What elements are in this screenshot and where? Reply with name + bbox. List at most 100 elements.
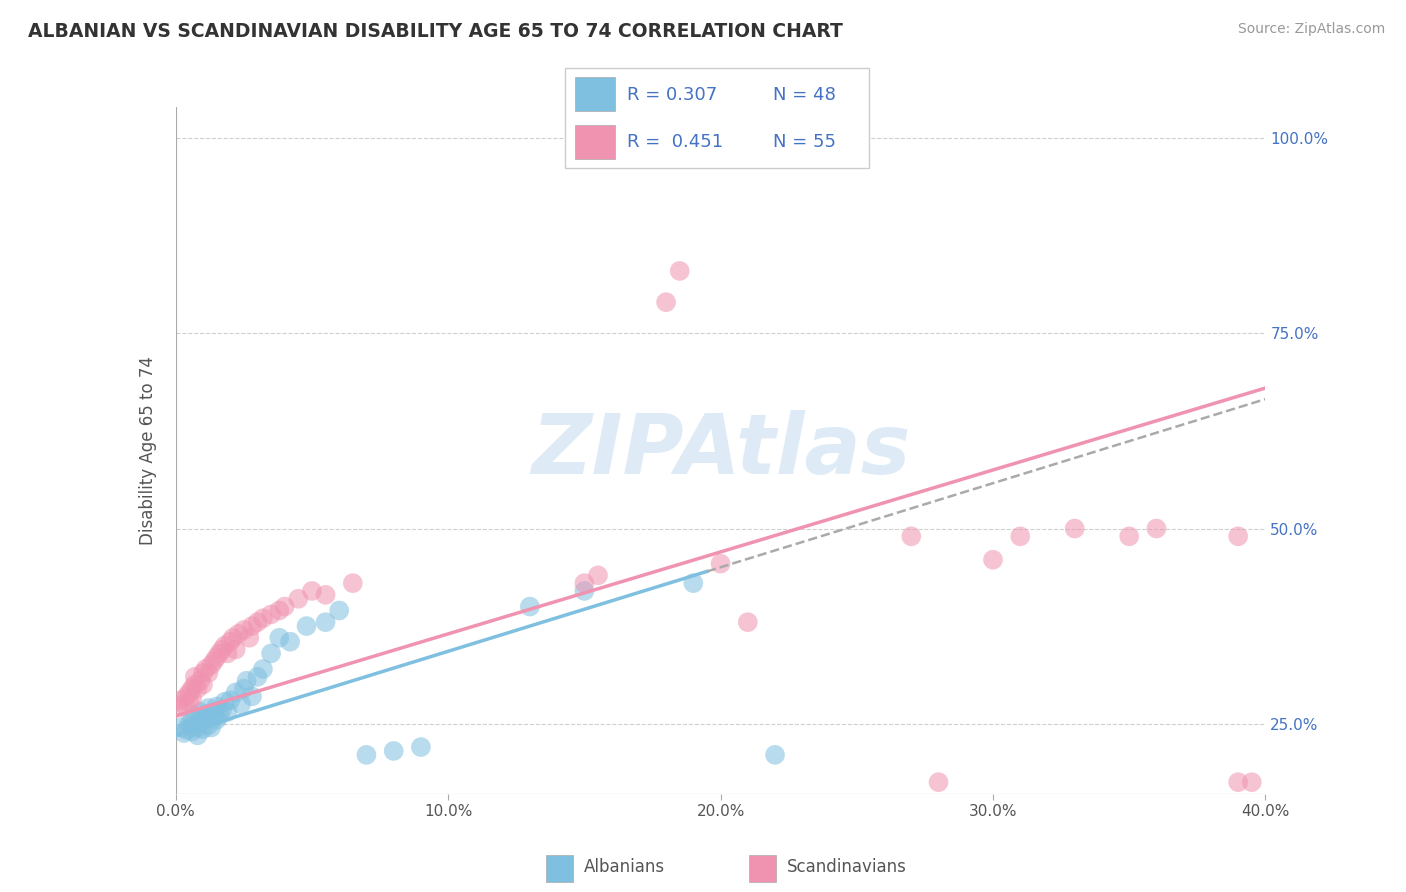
Point: [278, 634, 301, 648]
Text: N = 55: N = 55: [773, 133, 835, 151]
Point: [586, 568, 609, 582]
Point: [269, 631, 291, 645]
Point: [668, 264, 690, 278]
Point: [295, 619, 318, 633]
Point: [232, 681, 254, 696]
Point: [981, 552, 1004, 567]
Point: [188, 715, 211, 730]
Point: [928, 775, 950, 789]
Point: [356, 747, 378, 762]
Point: [200, 721, 222, 735]
Point: [191, 722, 214, 736]
Point: [200, 658, 222, 673]
Text: N = 48: N = 48: [773, 86, 835, 103]
Point: [205, 699, 228, 714]
Point: [519, 599, 541, 614]
Point: [173, 726, 195, 740]
Point: [710, 557, 733, 571]
Point: [186, 728, 209, 742]
Point: [176, 690, 198, 704]
Point: [235, 673, 257, 688]
Point: [252, 611, 274, 625]
Point: [1010, 529, 1032, 543]
Point: [191, 665, 214, 680]
Point: [208, 646, 231, 660]
Point: [219, 634, 242, 648]
Point: [287, 591, 309, 606]
Point: [214, 639, 236, 653]
Point: [231, 697, 253, 711]
Text: Scandinavians: Scandinavians: [786, 858, 907, 877]
Point: [260, 646, 283, 660]
Point: [202, 654, 225, 668]
Text: Source: ZipAtlas.com: Source: ZipAtlas.com: [1237, 22, 1385, 37]
Point: [197, 718, 219, 732]
Point: [186, 681, 209, 696]
Point: [181, 713, 204, 727]
Point: [252, 662, 274, 676]
Point: [1144, 521, 1167, 535]
Point: [222, 631, 245, 645]
Point: [655, 295, 678, 310]
Point: [246, 670, 269, 684]
Point: [737, 615, 759, 630]
Point: [179, 685, 201, 699]
Point: [217, 646, 239, 660]
Point: [211, 642, 233, 657]
Point: [208, 708, 231, 723]
Point: [197, 701, 219, 715]
Point: [219, 693, 242, 707]
Text: R = 0.307: R = 0.307: [627, 86, 717, 103]
Point: [315, 588, 337, 602]
Point: [205, 650, 228, 665]
Point: [232, 623, 254, 637]
Bar: [575, 126, 614, 159]
Text: Albanians: Albanians: [583, 858, 665, 877]
Bar: [575, 77, 614, 111]
Point: [342, 576, 364, 591]
Point: [240, 690, 263, 704]
Point: [900, 529, 922, 543]
Point: [181, 691, 204, 706]
Point: [191, 710, 214, 724]
Point: [225, 685, 247, 699]
Point: [260, 607, 283, 622]
Text: ZIPAtlas: ZIPAtlas: [531, 410, 910, 491]
Text: ALBANIAN VS SCANDINAVIAN DISABILITY AGE 65 TO 74 CORRELATION CHART: ALBANIAN VS SCANDINAVIAN DISABILITY AGE …: [28, 22, 844, 41]
Point: [211, 703, 233, 717]
Point: [1063, 521, 1085, 535]
Point: [301, 583, 323, 598]
Text: R =  0.451: R = 0.451: [627, 133, 724, 151]
Point: [170, 721, 193, 735]
Point: [202, 705, 225, 719]
Point: [1227, 775, 1250, 789]
Point: [228, 627, 250, 641]
Point: [225, 642, 247, 657]
Bar: [546, 855, 572, 881]
Point: [197, 665, 219, 680]
Point: [188, 705, 211, 719]
Point: [269, 603, 291, 617]
Point: [194, 713, 217, 727]
Point: [682, 576, 704, 591]
Point: [382, 744, 405, 758]
Point: [409, 740, 432, 755]
Point: [194, 662, 217, 676]
Point: [274, 599, 297, 614]
Point: [217, 705, 239, 719]
Point: [184, 670, 207, 684]
Point: [214, 695, 236, 709]
Point: [184, 718, 207, 732]
FancyBboxPatch shape: [565, 68, 869, 169]
Point: [1240, 775, 1263, 789]
Point: [173, 697, 195, 711]
Point: [179, 695, 201, 709]
Point: [1118, 529, 1140, 543]
Point: [181, 724, 204, 739]
Point: [194, 707, 217, 722]
Point: [328, 603, 350, 617]
Point: [179, 716, 201, 731]
Point: [188, 673, 211, 688]
Point: [205, 713, 228, 727]
Point: [170, 693, 193, 707]
